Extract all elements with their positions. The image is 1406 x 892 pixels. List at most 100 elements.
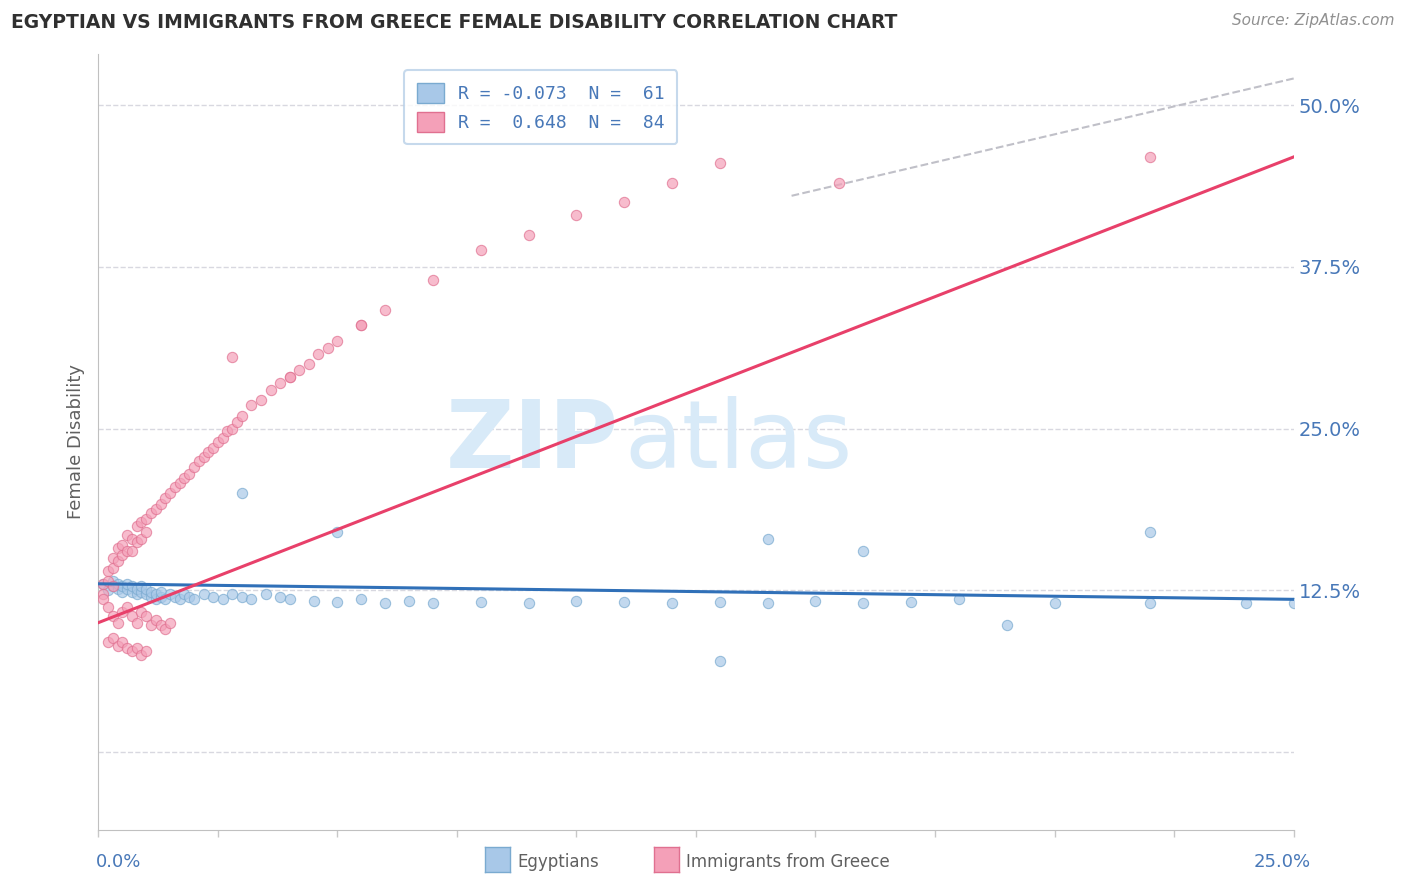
Point [125,535,148,549]
Legend: R = -0.073  N =  61, R =  0.648  N =  84: R = -0.073 N = 61, R = 0.648 N = 84 [404,70,678,145]
Point [121,532,143,546]
Point [163,480,186,494]
Point [350,318,373,333]
Point [852,596,875,610]
Text: Immigrants from Greece: Immigrants from Greece [686,853,890,871]
Point [173,587,195,601]
Point [145,587,167,601]
Point [756,532,779,546]
Point [91,576,114,591]
Point [316,342,339,356]
Point [307,346,329,360]
Point [145,613,167,627]
Point [422,273,444,287]
Point [187,454,209,468]
Point [101,579,124,593]
Point [91,576,114,591]
Point [250,393,273,408]
Point [709,655,731,669]
Point [231,590,253,604]
Point [350,318,373,333]
Point [115,576,138,591]
Point [135,512,157,526]
Point [756,596,779,610]
Point [155,622,177,636]
Point [97,574,120,589]
Text: Source: ZipAtlas.com: Source: ZipAtlas.com [1232,13,1395,29]
Point [131,648,153,662]
Point [350,592,373,607]
Point [101,579,124,593]
Point [101,609,124,624]
Point [139,506,162,520]
Text: ZIP: ZIP [446,395,619,488]
Point [169,592,191,607]
Point [145,501,167,516]
Point [183,460,205,475]
Point [135,582,157,596]
Point [149,618,172,632]
Point [159,486,181,500]
Point [217,424,239,438]
Point [121,609,143,624]
Point [240,398,263,412]
Point [97,600,120,615]
Point [139,590,162,604]
Point [97,583,120,598]
Point [1139,150,1161,164]
Point [159,587,181,601]
Point [259,383,281,397]
Point [131,605,153,619]
Text: Egyptians: Egyptians [517,853,599,871]
Point [111,549,134,563]
Point [278,370,301,384]
Point [101,631,124,645]
Point [115,641,138,656]
Point [107,553,129,567]
Point [709,595,731,609]
Point [269,590,291,604]
Point [226,415,249,429]
Point [135,644,157,658]
Point [995,618,1018,632]
Point [111,584,134,599]
Point [107,639,129,653]
Point [101,551,124,566]
Point [149,497,172,511]
Point [107,615,129,630]
Point [125,615,148,630]
Point [517,227,540,242]
Point [173,471,195,485]
Point [613,195,636,210]
Point [155,491,177,506]
Point [179,590,201,604]
Point [97,635,120,649]
Text: atlas: atlas [624,395,852,488]
Point [149,590,172,604]
Point [115,582,138,596]
Point [278,370,301,384]
Point [852,544,875,558]
Point [115,527,138,541]
Point [115,600,138,615]
Point [125,582,148,596]
Point [97,564,120,578]
Point [159,615,181,630]
Point [211,431,233,445]
Point [101,574,124,589]
Point [298,357,321,371]
Point [221,422,243,436]
Point [193,450,215,464]
Y-axis label: Female Disability: Female Disability [67,364,86,519]
Point [121,544,143,558]
Point [149,584,172,599]
Text: 0.0%: 0.0% [96,853,141,871]
Point [565,208,588,222]
Point [398,593,420,607]
Point [1139,596,1161,610]
Point [131,584,153,599]
Point [121,584,143,599]
Point [661,176,683,190]
Point [197,445,219,459]
Point [125,641,148,656]
